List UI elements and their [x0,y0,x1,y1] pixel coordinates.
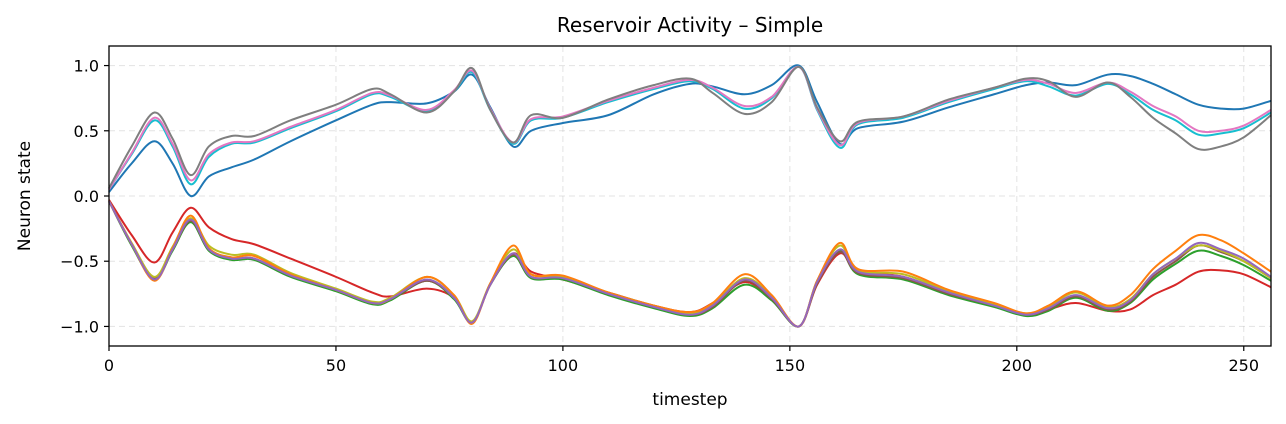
y-tick-label: 0.0 [74,187,99,206]
y-tick-label: −0.5 [60,252,99,271]
x-tick-label: 100 [548,356,579,375]
y-tick-label: 1.0 [74,57,99,76]
series-line-9 [108,200,1272,328]
grid-lines [108,46,1271,346]
series-line-6 [108,200,1272,328]
x-tick-label: 200 [1002,356,1033,375]
series-line-10 [108,200,1272,328]
y-axis-label: Neuron state [15,141,35,251]
series-line-2 [108,65,1272,191]
x-axis-ticks: 0 50 100 150 200 250 [104,346,1259,375]
x-tick-label: 250 [1228,356,1259,375]
series-line-8 [108,200,1272,328]
series-lines [108,64,1272,328]
x-tick-label: 150 [775,356,806,375]
y-axis-ticks: −1.0 −0.5 0.0 0.5 1.0 [60,57,109,336]
chart-title: Reservoir Activity – Simple [557,13,823,37]
y-tick-label: 0.5 [74,122,99,141]
x-tick-label: 0 [104,356,114,375]
y-tick-label: −1.0 [60,317,99,336]
series-line-1 [108,64,1272,198]
series-line-4 [108,65,1272,189]
x-tick-label: 50 [326,356,346,375]
x-axis-label: timestep [652,390,727,410]
